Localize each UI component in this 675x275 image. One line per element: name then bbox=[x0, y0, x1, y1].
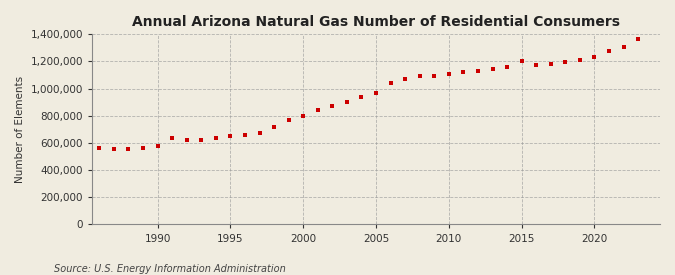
Point bbox=[603, 48, 614, 53]
Point bbox=[356, 95, 367, 99]
Point bbox=[138, 146, 148, 150]
Point bbox=[458, 70, 469, 75]
Point bbox=[443, 72, 454, 76]
Point bbox=[516, 59, 527, 64]
Point bbox=[109, 147, 119, 152]
Point bbox=[632, 37, 643, 41]
Point bbox=[182, 138, 192, 142]
Title: Annual Arizona Natural Gas Number of Residential Consumers: Annual Arizona Natural Gas Number of Res… bbox=[132, 15, 620, 29]
Point bbox=[560, 60, 571, 64]
Point bbox=[196, 138, 207, 142]
Point bbox=[385, 81, 396, 86]
Point bbox=[531, 63, 541, 67]
Point bbox=[225, 134, 236, 139]
Point bbox=[254, 131, 265, 135]
Point bbox=[298, 114, 308, 118]
Point bbox=[284, 118, 294, 122]
Text: Source: U.S. Energy Information Administration: Source: U.S. Energy Information Administ… bbox=[54, 264, 286, 274]
Point bbox=[589, 54, 600, 59]
Point bbox=[123, 147, 134, 152]
Point bbox=[414, 74, 425, 79]
Point bbox=[211, 136, 221, 141]
Point bbox=[487, 67, 498, 71]
Y-axis label: Number of Elements: Number of Elements bbox=[15, 76, 25, 183]
Point bbox=[240, 133, 250, 137]
Point bbox=[269, 125, 279, 129]
Point bbox=[545, 61, 556, 66]
Point bbox=[342, 100, 352, 104]
Point bbox=[152, 144, 163, 148]
Point bbox=[313, 108, 323, 112]
Point bbox=[400, 77, 410, 81]
Point bbox=[574, 58, 585, 62]
Point bbox=[371, 90, 381, 95]
Point bbox=[167, 135, 178, 140]
Point bbox=[94, 146, 105, 150]
Point bbox=[327, 104, 338, 109]
Point bbox=[472, 69, 483, 73]
Point bbox=[502, 65, 512, 69]
Point bbox=[618, 44, 629, 49]
Point bbox=[429, 73, 439, 78]
